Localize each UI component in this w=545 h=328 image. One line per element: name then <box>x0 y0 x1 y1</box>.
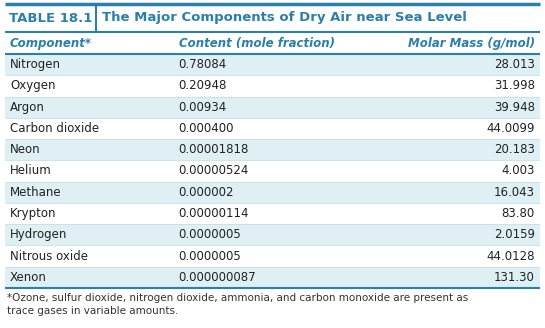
Text: Nitrogen: Nitrogen <box>10 58 61 71</box>
Text: 16.043: 16.043 <box>494 186 535 199</box>
Text: trace gases in variable amounts.: trace gases in variable amounts. <box>7 306 178 316</box>
Bar <box>5 182 540 203</box>
Bar <box>5 139 540 160</box>
Text: 39.948: 39.948 <box>494 101 535 114</box>
Text: 0.00001818: 0.00001818 <box>179 143 249 156</box>
Text: Content (mole fraction): Content (mole fraction) <box>179 36 335 50</box>
Bar <box>5 54 540 75</box>
Text: Argon: Argon <box>10 101 45 114</box>
Bar <box>5 160 540 182</box>
Text: 44.0128: 44.0128 <box>487 250 535 263</box>
Text: Oxygen: Oxygen <box>10 79 56 92</box>
Text: 31.998: 31.998 <box>494 79 535 92</box>
Text: Xenon: Xenon <box>10 271 47 284</box>
Text: The Major Components of Dry Air near Sea Level: The Major Components of Dry Air near Sea… <box>102 11 467 25</box>
Text: 131.30: 131.30 <box>494 271 535 284</box>
Bar <box>5 4 540 32</box>
Text: 20.183: 20.183 <box>494 143 535 156</box>
Bar <box>5 224 540 245</box>
Text: 0.20948: 0.20948 <box>179 79 227 92</box>
Bar <box>5 118 540 139</box>
Text: 0.00000114: 0.00000114 <box>179 207 249 220</box>
Text: 0.0000005: 0.0000005 <box>179 228 241 241</box>
Bar <box>5 245 540 267</box>
Text: 0.78084: 0.78084 <box>179 58 227 71</box>
Text: 0.000000087: 0.000000087 <box>179 271 256 284</box>
Text: Krypton: Krypton <box>10 207 57 220</box>
Text: 0.0000005: 0.0000005 <box>179 250 241 263</box>
Text: 44.0099: 44.0099 <box>487 122 535 135</box>
Text: 0.00000524: 0.00000524 <box>179 165 249 177</box>
Bar <box>5 75 540 96</box>
Text: Neon: Neon <box>10 143 41 156</box>
Text: TABLE 18.1: TABLE 18.1 <box>9 11 92 25</box>
Text: Nitrous oxide: Nitrous oxide <box>10 250 88 263</box>
Text: 28.013: 28.013 <box>494 58 535 71</box>
Text: Component*: Component* <box>10 36 92 50</box>
Text: 0.00934: 0.00934 <box>179 101 227 114</box>
Bar <box>5 96 540 118</box>
Text: Carbon dioxide: Carbon dioxide <box>10 122 99 135</box>
Bar <box>5 32 540 54</box>
Text: Molar Mass (g/mol): Molar Mass (g/mol) <box>408 36 535 50</box>
Bar <box>5 203 540 224</box>
Text: 0.000400: 0.000400 <box>179 122 234 135</box>
Text: *Ozone, sulfur dioxide, nitrogen dioxide, ammonia, and carbon monoxide are prese: *Ozone, sulfur dioxide, nitrogen dioxide… <box>7 293 468 303</box>
Bar <box>5 267 540 288</box>
Text: 83.80: 83.80 <box>502 207 535 220</box>
Text: 2.0159: 2.0159 <box>494 228 535 241</box>
Text: Methane: Methane <box>10 186 62 199</box>
Text: Helium: Helium <box>10 165 52 177</box>
Text: 0.000002: 0.000002 <box>179 186 234 199</box>
Text: 4.003: 4.003 <box>501 165 535 177</box>
Text: Hydrogen: Hydrogen <box>10 228 68 241</box>
